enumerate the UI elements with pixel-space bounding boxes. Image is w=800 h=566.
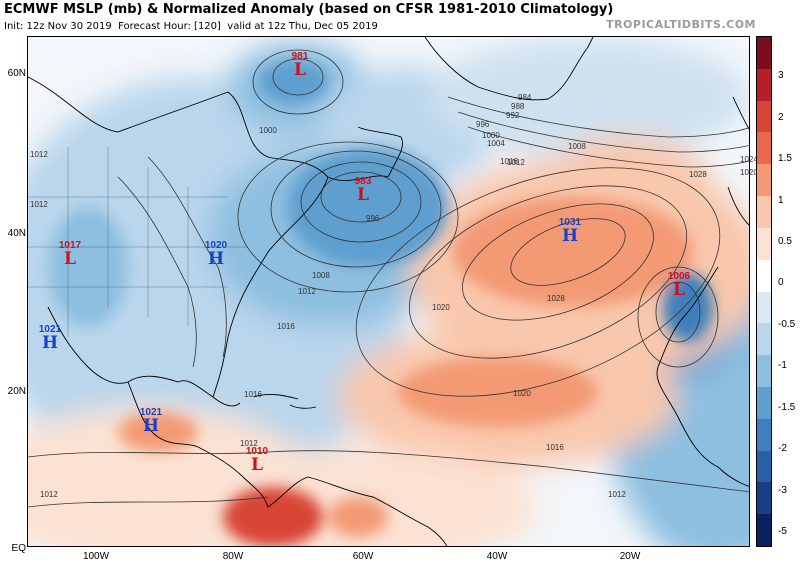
valid-time: valid at 12z Thu, Dec 05 2019	[227, 21, 378, 32]
colorbar-segment	[757, 450, 771, 483]
anomaly-colorbar	[756, 36, 772, 547]
pressure-center-high-1021-mexico: 1021 H	[38, 324, 62, 353]
lat-label-40n: 40N	[7, 228, 26, 239]
isobar-label: 1012	[30, 200, 48, 209]
forecast-hour: Forecast Hour: [120]	[118, 21, 221, 32]
pressure-center-low-1010: 1010 L	[245, 446, 269, 475]
isobar-label: 984	[518, 93, 532, 102]
isobar-label: 1004	[487, 139, 505, 148]
isobar-label: 1012	[30, 150, 48, 159]
isobar-label: 1020	[432, 303, 450, 312]
colorbar-tick: -3	[778, 485, 787, 496]
isobar-label: 1012	[240, 439, 258, 448]
colorbar-tick: -2	[778, 443, 787, 454]
coastlines	[28, 37, 749, 546]
pressure-center-low-1017: 1017 L	[58, 240, 82, 269]
isobar-label: 1000	[259, 126, 277, 135]
colorbar-segment	[757, 386, 771, 419]
isobars	[28, 49, 749, 508]
isobar-label: 1028	[689, 170, 707, 179]
colorbar-tick: -5	[778, 526, 787, 537]
colorbar-tick: -1	[778, 360, 787, 371]
isobar-label: 1008	[568, 142, 586, 151]
lat-label-eq: EQ	[11, 543, 26, 554]
map-panel	[27, 36, 750, 547]
isobar-label: 1012	[298, 287, 316, 296]
pressure-center-high-1021-central-america: 1021 H	[139, 407, 163, 436]
lon-label-100w: 100W	[82, 551, 110, 562]
colorbar-segment	[757, 323, 771, 356]
map-subtitle: Init: 12z Nov 30 2019 Forecast Hour: [12…	[4, 21, 378, 32]
colorbar-tick: 3	[778, 70, 784, 81]
isobar-label: 1016	[277, 322, 295, 331]
isobar-label: 1024	[740, 155, 758, 164]
map-title: ECMWF MSLP (mb) & Normalized Anomaly (ba…	[4, 2, 614, 17]
brand-watermark: TROPICALTIDBITS.COM	[606, 18, 756, 31]
isobar-label: 1020	[513, 389, 531, 398]
isobar-label: 1000	[482, 131, 500, 140]
colorbar-segment	[757, 482, 771, 515]
isobar-label: 1020	[740, 168, 758, 177]
anomaly-field	[28, 37, 749, 546]
pressure-center-high-1020: 1020 H	[204, 240, 228, 269]
colorbar-segment	[757, 164, 771, 197]
lon-label-80w: 80W	[222, 551, 244, 562]
colorbar-segment	[757, 100, 771, 133]
lon-label-20w: 20W	[619, 551, 641, 562]
colorbar-tick: 0.5	[778, 236, 792, 247]
colorbar-tick: -1.5	[778, 402, 796, 413]
colorbar-segment	[757, 418, 771, 451]
isobar-label: 988	[511, 102, 525, 111]
init-time: Init: 12z Nov 30 2019	[4, 21, 112, 32]
isobar-label: 996	[476, 120, 490, 129]
lat-label-60n: 60N	[7, 68, 26, 79]
colorbar-segment	[757, 259, 771, 292]
colorbar-segment	[757, 291, 771, 324]
isobar-label: 1016	[546, 443, 564, 452]
lon-label-60w: 60W	[352, 551, 374, 562]
pressure-center-low-1006: 1006 L	[667, 271, 691, 300]
isobar-label: 1016	[244, 390, 262, 399]
colorbar-segment	[757, 68, 771, 101]
colorbar-tick: 1	[778, 195, 784, 206]
colorbar-segment	[757, 37, 771, 69]
isobar-label: 992	[506, 111, 520, 120]
pressure-center-high-1031: 1031 H	[558, 217, 582, 246]
colorbar-segment	[757, 514, 771, 546]
pressure-center-low-981: 981 L	[291, 51, 309, 80]
isobar-label: 996	[366, 214, 380, 223]
colorbar-segment	[757, 196, 771, 228]
colorbar-tick: 0	[778, 277, 784, 288]
isobar-label: 1012	[40, 490, 58, 499]
colorbar-tick: 2	[778, 112, 784, 123]
isobar-label: 1012	[608, 490, 626, 499]
colorbar-segment	[757, 227, 771, 260]
isobar-label: 1028	[547, 294, 565, 303]
colorbar-tick: -0.5	[778, 319, 796, 330]
colorbar-tick: 1.5	[778, 153, 792, 164]
pressure-center-low-983: 983 L	[354, 176, 372, 205]
isobar-label: 1016	[500, 157, 518, 166]
lon-label-40w: 40W	[486, 551, 508, 562]
lat-label-20n: 20N	[7, 386, 26, 397]
isobar-label: 1012	[507, 158, 525, 167]
isobar-label: 1008	[312, 271, 330, 280]
colorbar-segment	[757, 132, 771, 165]
colorbar-segment	[757, 355, 771, 387]
